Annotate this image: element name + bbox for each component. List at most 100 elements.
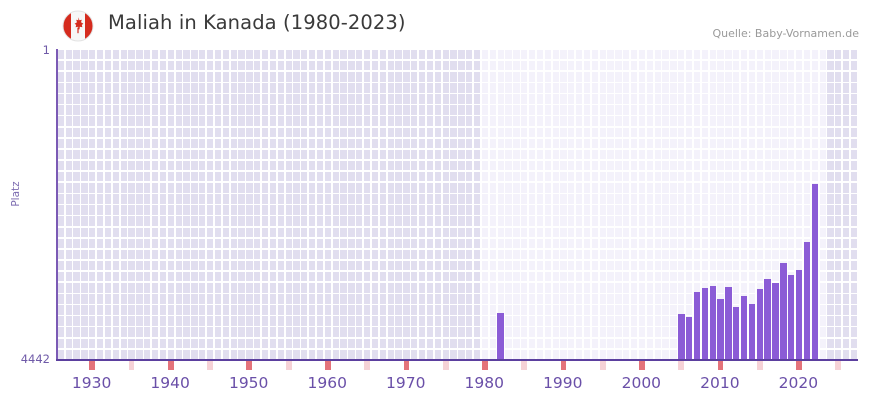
x-axis-label-1960: 1960: [307, 374, 347, 392]
x-tick-1929: [82, 361, 88, 370]
x-tick-1978: [466, 361, 472, 370]
gridline-vertical: [386, 49, 388, 360]
gridline-vertical: [621, 49, 624, 360]
gridline-vertical: [543, 49, 545, 360]
gridline-vertical: [378, 49, 380, 360]
bar-2018: [780, 263, 787, 360]
bar-2021: [803, 242, 811, 360]
gridline-vertical: [307, 49, 310, 360]
gridline-vertical: [425, 49, 427, 360]
x-tick-1990: [560, 361, 567, 370]
gridline-vertical: [503, 49, 506, 360]
bar-2005: [678, 314, 685, 360]
x-tick-1997: [616, 361, 622, 370]
gridline-vertical: [189, 49, 192, 360]
x-axis-label-1940: 1940: [150, 374, 190, 392]
gridline-vertical: [605, 49, 608, 360]
x-tick-1969: [396, 361, 402, 370]
x-tick-1982: [498, 361, 504, 370]
gridline-vertical: [417, 49, 420, 360]
bar-2016: [764, 278, 771, 360]
x-tick-2006: [686, 361, 692, 370]
gridline-vertical: [527, 49, 529, 360]
x-tick-2027: [851, 361, 857, 370]
x-tick-1942: [184, 361, 190, 370]
x-tick-1966: [372, 361, 378, 370]
x-tick-1934: [121, 361, 127, 370]
gridline-vertical: [111, 49, 113, 360]
x-tick-1981: [490, 361, 496, 370]
x-tick-1970: [403, 361, 410, 370]
gridline-vertical: [802, 49, 804, 360]
gridline-vertical: [393, 49, 396, 360]
gridline-vertical: [511, 49, 514, 360]
x-tick-1973: [427, 361, 433, 370]
x-tick-1977: [459, 361, 465, 370]
x-tick-1988: [545, 361, 551, 370]
gridline-vertical: [535, 49, 537, 360]
x-tick-1928: [74, 361, 80, 370]
gridline-vertical: [440, 49, 443, 360]
x-tick-1994: [592, 361, 598, 370]
gridline-vertical: [464, 49, 467, 360]
x-axis-line: [56, 359, 858, 361]
x-tick-2003: [663, 361, 669, 370]
x-tick-1964: [356, 361, 362, 370]
gridline-vertical: [370, 49, 372, 360]
x-tick-2015: [756, 361, 763, 370]
bar-2019: [788, 275, 795, 360]
gridline-vertical: [715, 49, 718, 360]
x-axis-label-1930: 1930: [71, 374, 112, 392]
x-tick-2007: [694, 361, 700, 370]
gridline-vertical: [755, 49, 757, 360]
x-tick-1992: [576, 361, 582, 370]
gridline-vertical: [158, 49, 160, 360]
x-tick-2022: [812, 361, 818, 370]
x-axis-label-1990: 1990: [543, 374, 583, 392]
gridline-vertical: [700, 49, 702, 360]
x-tick-2002: [655, 361, 661, 370]
x-tick-1941: [176, 361, 182, 370]
gridline-vertical: [817, 49, 820, 360]
gridline-vertical: [566, 49, 569, 360]
x-tick-1991: [568, 361, 574, 370]
x-tick-2018: [780, 361, 786, 370]
x-tick-1998: [623, 361, 629, 370]
x-tick-2000: [639, 361, 645, 370]
x-tick-2026: [843, 361, 849, 370]
x-tick-2013: [741, 361, 747, 370]
x-tick-1959: [317, 361, 323, 370]
x-tick-1954: [278, 361, 284, 370]
x-axis-label-2000: 2000: [621, 374, 662, 392]
x-tick-2017: [773, 361, 779, 370]
x-tick-1975: [442, 361, 449, 370]
gridline-vertical: [833, 49, 836, 360]
x-tick-2019: [788, 361, 794, 370]
x-tick-2008: [702, 361, 708, 370]
gridline-vertical: [739, 49, 741, 360]
x-tick-1960: [325, 361, 331, 370]
bar-2013: [740, 296, 748, 360]
gridline-vertical: [173, 49, 176, 360]
x-axis-label-1950: 1950: [228, 374, 269, 392]
gridline-vertical: [71, 49, 74, 360]
chart-header: Maliah in Kanada (1980-2023) Quelle: Bab…: [0, 0, 873, 46]
gridline-vertical: [786, 49, 789, 360]
gridline-vertical: [707, 49, 710, 360]
gridline-vertical: [346, 49, 349, 360]
gridline-vertical: [134, 49, 137, 360]
gridline-vertical: [252, 49, 255, 360]
canada-flag-icon: [62, 10, 94, 42]
x-tick-1927: [66, 361, 72, 370]
gridline-vertical: [338, 49, 341, 360]
x-tick-2016: [765, 361, 771, 370]
gridline-vertical: [276, 49, 278, 360]
x-axis-label-2010: 2010: [700, 374, 740, 392]
x-tick-2028: [859, 361, 865, 370]
y-axis-line: [56, 49, 58, 361]
gridline-vertical: [331, 49, 333, 360]
x-tick-1999: [631, 361, 637, 370]
vertical-gridlines: [57, 49, 858, 360]
bar-2009: [709, 286, 716, 360]
gridline-vertical: [64, 49, 66, 360]
